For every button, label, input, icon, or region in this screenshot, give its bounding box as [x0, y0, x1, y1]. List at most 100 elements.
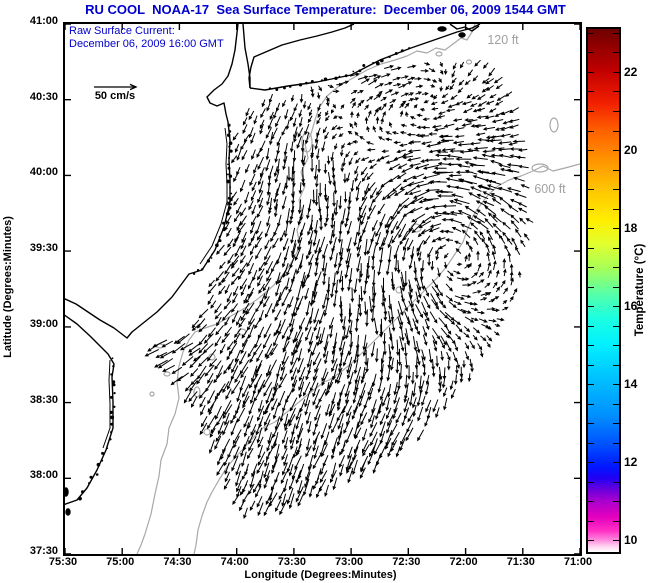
coast-marsh-dot [110, 373, 113, 376]
coast-marsh-dot [109, 438, 112, 441]
coast-delmarva_inner [102, 359, 111, 449]
coast-mainland [65, 24, 239, 339]
coast-marsh-dot [268, 87, 272, 90]
contour-loop [549, 117, 559, 133]
coast-marsh-dot [394, 52, 398, 55]
colorbar-tick [588, 169, 594, 171]
coast-marsh-dot [228, 157, 230, 159]
coast-marsh-dot [111, 357, 114, 360]
coast-marsh-dot [110, 431, 112, 434]
colorbar-tick [613, 442, 619, 444]
colorbar-tick [588, 111, 594, 112]
coast-marsh-dot [298, 83, 303, 87]
overlay-datetime-line: December 06, 2009 16:00 GMT [69, 38, 224, 50]
coast-marsh-dot [81, 490, 85, 494]
x-tick-label: 75:30 [48, 556, 78, 568]
coast-marsh-dot [78, 496, 82, 501]
colorbar-tick [613, 384, 619, 386]
coast-marsh-dot [106, 447, 109, 450]
colorbar-tick [613, 481, 619, 483]
coast-li_south [249, 24, 481, 91]
x-tick-label: 71:30 [506, 556, 535, 568]
colorbar-tick-label: 10 [624, 533, 638, 548]
coast-marsh-dot [110, 422, 114, 426]
coast-marsh-dot [210, 257, 213, 259]
colorbar-tick [588, 208, 594, 210]
coast-marsh-dot [372, 61, 374, 64]
colorbar-tick [588, 423, 594, 425]
coast-marsh-dot [228, 145, 231, 148]
colorbar-tick [588, 267, 594, 269]
coast-marsh-dot [218, 235, 221, 238]
colorbar-tick [588, 150, 594, 151]
x-tick-label: 74:00 [220, 556, 249, 568]
coast-marsh-dot [388, 55, 391, 59]
coast-marsh-dot [362, 64, 366, 67]
colorbar-tick [588, 130, 594, 132]
colorbar-tick-label: 20 [624, 143, 638, 157]
coast-marsh-dot [112, 365, 115, 368]
coast-marsh-dot [113, 405, 116, 408]
y-axis-label: Latitude (Degrees:Minutes) [2, 216, 14, 358]
colorbar-tick [613, 169, 619, 171]
coast-marsh-dot [201, 268, 204, 271]
colorbar-tick [588, 442, 594, 444]
coast-marsh-dot [110, 395, 113, 399]
colorbar-tick [613, 540, 619, 542]
coast-nj_inner [199, 127, 228, 265]
colorbar-tick [613, 462, 619, 464]
coast-marsh-dot [358, 69, 362, 73]
coastline [65, 24, 481, 516]
colorbar-tick [613, 52, 619, 54]
contour-ft120_east [394, 24, 476, 61]
x-tick-label: 73:30 [277, 556, 306, 568]
colorbar-tick-label: 12 [624, 455, 638, 470]
colorbar-tick [588, 91, 594, 93]
coast-island [65, 508, 71, 516]
axis-ticks [65, 24, 580, 554]
scale-arrow-label: 50 cm/s [94, 90, 136, 102]
colorbar-tick-label: 14 [624, 377, 638, 392]
coast-marsh-dot [228, 130, 232, 133]
coast-marsh-dot [100, 459, 104, 462]
colorbar-tick [613, 501, 619, 503]
contour-loop [465, 59, 473, 65]
coast-marsh-dot [305, 81, 308, 85]
colorbar-tick [588, 481, 594, 483]
map-canvas [65, 24, 580, 554]
colorbar-tick [613, 150, 619, 151]
x-tick-label: 72:00 [449, 556, 478, 568]
colorbar-tick [588, 286, 594, 288]
coast-marsh-dot [215, 243, 219, 248]
coast-marsh-dot [323, 77, 328, 82]
coast-marsh-dot [111, 380, 116, 384]
coast-marsh-dot [206, 259, 210, 263]
coast-marsh-dot [229, 149, 233, 153]
colorbar-tick [588, 520, 594, 522]
x-tick-label: 75:00 [106, 556, 135, 568]
coast-marsh-dot [283, 86, 286, 90]
coast-marsh-dot [196, 269, 200, 272]
colorbar-unit-label: Temperature (°C) [634, 243, 646, 337]
coast-marsh-dot [352, 70, 355, 73]
colorbar-tick [613, 364, 619, 366]
contour-loop [395, 286, 403, 294]
coast-marsh-dot [228, 174, 233, 178]
coast-marsh-dot [227, 123, 231, 127]
coast-marsh-dot [408, 47, 411, 50]
colorbar-tick [613, 208, 619, 210]
depth-label-600ft: 600 ft [534, 182, 566, 196]
colorbar-tick [588, 384, 594, 386]
coast-marsh-dot [96, 462, 101, 467]
colorbar-tick [613, 423, 619, 425]
colorbar-tick [613, 130, 619, 132]
contour-loop [149, 391, 155, 397]
coast-marsh-dot [227, 166, 231, 170]
colorbar-tick [613, 325, 619, 327]
colorbar-tick [588, 345, 594, 347]
colorbar-tick [613, 267, 619, 269]
colorbar-tick [588, 364, 594, 366]
colorbar-tick [613, 189, 619, 190]
coast-marsh-dot [101, 451, 105, 455]
coast-marsh-dot [228, 141, 233, 145]
